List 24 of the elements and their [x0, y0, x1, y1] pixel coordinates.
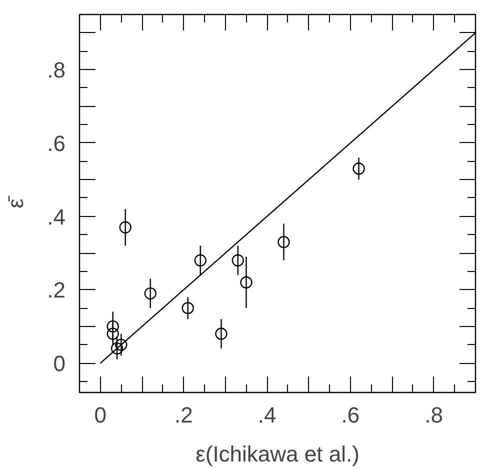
point	[115, 338, 128, 351]
point	[119, 221, 132, 234]
y-axis-title: ε̄	[3, 196, 28, 208]
point	[194, 254, 206, 266]
point	[110, 342, 124, 355]
x-tick-label: .2	[174, 402, 193, 428]
point	[352, 162, 365, 175]
y-tick-label: .2	[47, 278, 66, 303]
point	[144, 287, 156, 300]
y-tick-label: 0	[53, 351, 66, 376]
x-tick-label: .8	[424, 402, 443, 428]
x-tick-label: 0	[94, 402, 106, 428]
y-tick-label: .8	[47, 58, 66, 83]
y-tick-label: .4	[47, 204, 66, 230]
point	[278, 236, 290, 248]
point	[232, 254, 244, 266]
point	[215, 328, 228, 340]
x-axis-title: ε(Ichikawa et al.)	[196, 442, 360, 466]
point	[106, 320, 119, 333]
point	[182, 302, 194, 314]
x-tick-label: .4	[258, 402, 276, 428]
x-tick-label: .6	[341, 402, 360, 428]
y-tick-label: .6	[47, 130, 66, 156]
point	[240, 276, 252, 288]
